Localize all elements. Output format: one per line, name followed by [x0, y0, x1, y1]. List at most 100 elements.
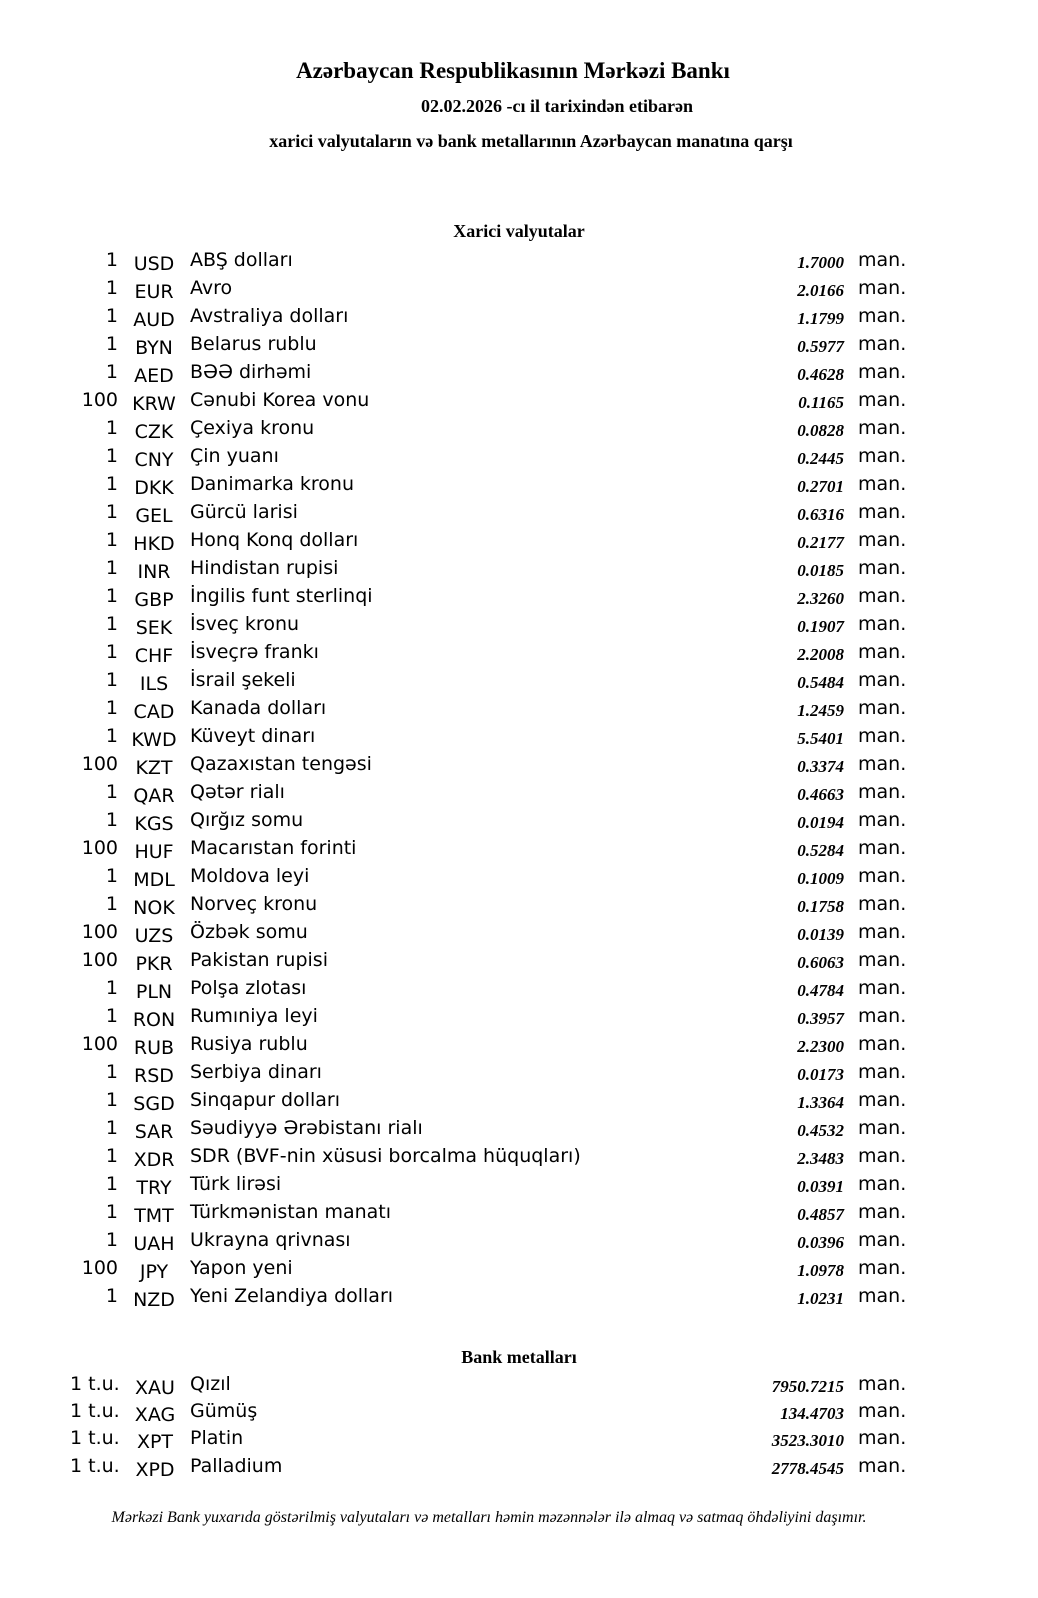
- currency-row: 1 SEK İsveç kronu 0.1907 man.: [0, 613, 1038, 641]
- currency-row: 1 AUD Avstraliya dolları 1.1799 man.: [0, 305, 1038, 333]
- currency-unit: man.: [858, 1427, 907, 1450]
- currency-code: SEK: [135, 617, 173, 639]
- exchange-rate: 0.3957: [797, 1009, 844, 1028]
- page-title: Azərbaycan Respublikasının Mərkəzi Bankı: [296, 58, 730, 83]
- currency-row: 1 RON Rumıniya leyi 0.3957 man.: [0, 1005, 1038, 1033]
- currency-row: 1 DKK Danimarka kronu 0.2701 man.: [0, 473, 1038, 501]
- exchange-rate: 0.6316: [797, 505, 844, 524]
- unit-amount: 1: [105, 809, 118, 831]
- exchange-rate: 0.1758: [797, 897, 844, 916]
- currency-row: 100 KRW Cənubi Korea vonu 0.1165 man.: [0, 389, 1038, 417]
- exchange-rate: 2.2300: [797, 1037, 844, 1056]
- unit-amount: 1: [105, 725, 118, 747]
- currency-unit: man.: [858, 949, 907, 971]
- currency-code: HKD: [133, 533, 175, 555]
- unit-amount: 1: [105, 501, 118, 523]
- currency-code: PKR: [135, 953, 173, 975]
- currency-unit: man.: [858, 445, 907, 467]
- exchange-rate: 0.6063: [797, 953, 844, 972]
- currency-name: İsveçrə frankı: [190, 641, 319, 663]
- unit-amount: 1: [105, 1145, 118, 1167]
- unit-amount: 1: [105, 865, 118, 887]
- currency-row: 1 SGD Sinqapur dolları 1.3364 man.: [0, 1089, 1038, 1117]
- exchange-rate: 0.5284: [797, 841, 844, 860]
- currency-name: Qətər rialı: [190, 781, 285, 803]
- exchange-rate: 0.0396: [797, 1233, 844, 1252]
- currency-name: SDR (BVF-nin xüsusi borcalma hüquqları): [190, 1145, 581, 1167]
- unit-amount: 100: [81, 753, 118, 775]
- currency-code: CZK: [134, 421, 174, 443]
- currency-row: 1 ILS İsrail şekeli 0.5484 man.: [0, 669, 1038, 697]
- currency-code: JPY: [139, 1261, 169, 1283]
- currency-unit: man.: [858, 473, 907, 495]
- unit-amount: 1: [105, 585, 118, 607]
- currency-code: SAR: [134, 1121, 174, 1143]
- currency-name: BƏƏ dirhəmi: [190, 361, 312, 383]
- currency-name: Avro: [190, 277, 233, 299]
- unit-amount: 1: [105, 613, 118, 635]
- currency-code: PLN: [135, 981, 173, 1003]
- exchange-rate: 0.0173: [797, 1065, 844, 1084]
- exchange-rate: 1.1799: [797, 309, 844, 328]
- unit-amount: 1: [105, 1089, 118, 1111]
- exchange-rate: 2.3260: [797, 589, 844, 608]
- currency-name: Sinqapur dolları: [190, 1089, 341, 1111]
- currency-unit: man.: [858, 1285, 907, 1307]
- currency-name: ABŞ dolları: [190, 249, 293, 271]
- currency-code: HUF: [134, 841, 174, 863]
- currency-unit: man.: [858, 1201, 907, 1223]
- currency-name: Rumıniya leyi: [190, 1005, 318, 1027]
- currency-unit: man.: [858, 1454, 907, 1477]
- metal-row: 1 t.u. XAU Qızıl 7950.7215 man.: [0, 1373, 1038, 1401]
- exchange-rate: 0.1009: [797, 869, 844, 888]
- currency-row: 1 HKD Honq Konq dolları 0.2177 man.: [0, 529, 1038, 557]
- currency-row: 1 TMT Türkmənistan manatı 0.4857 man.: [0, 1201, 1038, 1229]
- exchange-rate: 134.4703: [780, 1404, 844, 1424]
- currency-unit: man.: [858, 809, 907, 831]
- currency-code: INR: [137, 561, 171, 583]
- unit-amount: 1: [105, 445, 118, 467]
- currency-unit: man.: [858, 305, 907, 327]
- currency-name: Honq Konq dolları: [190, 529, 359, 551]
- currency-code: USD: [133, 253, 175, 275]
- currency-unit: man.: [858, 1373, 907, 1395]
- currency-code: NOK: [133, 897, 175, 919]
- currency-name: Danimarka kronu: [190, 473, 355, 495]
- unit-amount: 1 t.u.: [70, 1454, 120, 1477]
- currency-row: 1 GBP İngilis funt sterlinqi 2.3260 man.: [0, 585, 1038, 613]
- unit-amount: 1: [105, 641, 118, 663]
- unit-amount: 100: [81, 949, 118, 971]
- unit-amount: 1: [105, 697, 118, 719]
- exchange-rate: 1.3364: [797, 1093, 844, 1112]
- currency-unit: man.: [858, 1117, 907, 1139]
- currency-name: Çexiya kronu: [190, 417, 315, 439]
- currency-code: XPD: [135, 1458, 175, 1481]
- currency-name: Rusiya rublu: [190, 1033, 308, 1055]
- unit-amount: 1: [105, 781, 118, 803]
- exchange-rate: 7950.7215: [771, 1377, 844, 1396]
- metal-row: 1 t.u. XAG Gümüş 134.4703 man.: [0, 1400, 1038, 1428]
- currency-code: BYN: [135, 337, 173, 359]
- currency-code: CNY: [134, 449, 174, 471]
- unit-amount: 1: [105, 473, 118, 495]
- currency-code: EUR: [134, 281, 174, 303]
- currency-row: 1 EUR Avro 2.0166 man.: [0, 277, 1038, 305]
- unit-amount: 100: [81, 921, 118, 943]
- currency-row: 1 SAR Səudiyyə Ərəbistanı rialı 0.4532 man.: [0, 1117, 1038, 1145]
- currency-name: Belarus rublu: [190, 333, 317, 355]
- currency-name: İsrail şekeli: [190, 669, 296, 691]
- currency-code: UZS: [134, 925, 174, 947]
- currency-row: 1 UAH Ukrayna qrivnası 0.0396 man.: [0, 1229, 1038, 1257]
- exchange-rate: 0.4628: [797, 365, 844, 384]
- currency-unit: man.: [858, 361, 907, 383]
- currency-code: SGD: [133, 1093, 175, 1115]
- currency-row: 1 QAR Qətər rialı 0.4663 man.: [0, 781, 1038, 809]
- date-line: 02.02.2026 -cı il tarixindən etibarən: [421, 96, 693, 116]
- exchange-rate: 1.2459: [797, 701, 844, 720]
- currency-code: KGS: [134, 813, 174, 835]
- currency-unit: man.: [858, 417, 907, 439]
- exchange-rate: 0.1907: [797, 617, 844, 636]
- footer-disclaimer: Mərkəzi Bank yuxarıda göstərilmiş valyut…: [111, 1509, 867, 1526]
- currency-row: 100 RUB Rusiya rublu 2.2300 man.: [0, 1033, 1038, 1061]
- currency-code: RON: [132, 1009, 176, 1031]
